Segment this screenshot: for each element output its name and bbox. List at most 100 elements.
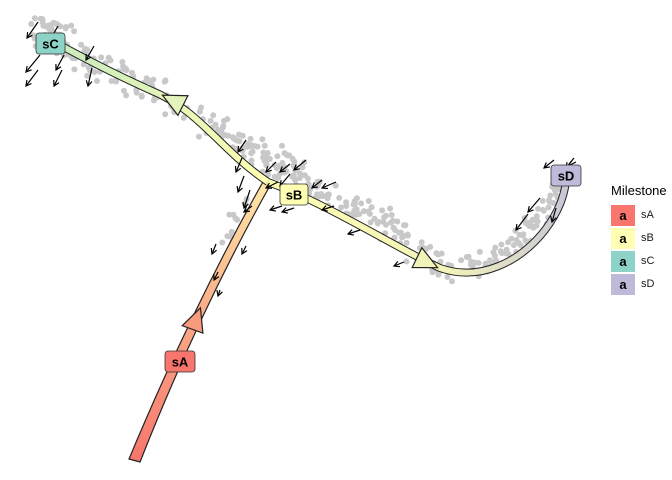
velocity-arrowhead	[242, 206, 251, 213]
cell-point	[389, 217, 396, 224]
cell-point	[526, 223, 533, 229]
cell-point	[338, 204, 345, 211]
cell-point	[265, 156, 272, 163]
cell-point	[498, 241, 505, 248]
milestone-sB: sB	[279, 183, 309, 206]
cell-point	[539, 197, 546, 204]
cell-point	[161, 78, 168, 85]
edge-arrow-sA-sB	[181, 306, 204, 335]
velocity-arrowhead	[320, 182, 329, 190]
cell-point	[71, 28, 78, 35]
velocity-arrowhead	[234, 165, 242, 174]
cell-point	[336, 194, 343, 201]
cell-point	[367, 219, 374, 226]
velocity-arrowhead	[280, 207, 289, 214]
cell-point	[402, 222, 409, 229]
cell-point	[435, 271, 442, 278]
cell-point	[28, 21, 35, 27]
velocity-arrow	[543, 159, 555, 169]
velocity-arrowhead	[241, 247, 248, 256]
cell-point	[275, 174, 282, 181]
velocity-arrow	[25, 54, 41, 73]
velocity-arrow	[265, 161, 277, 173]
cell-point	[247, 135, 254, 142]
legend-title: Milestone	[611, 183, 667, 198]
cell-point	[196, 108, 203, 115]
cell-point	[212, 121, 219, 128]
cell-point	[296, 170, 303, 177]
cell-point	[325, 191, 332, 198]
cell-point	[433, 250, 440, 257]
cell-point	[94, 78, 100, 84]
velocity-arrow	[25, 69, 39, 87]
cell-point	[236, 131, 243, 138]
legend-key: a	[611, 205, 635, 226]
velocity-arrowhead	[515, 223, 522, 232]
cell-point	[68, 22, 75, 29]
cell-point	[180, 114, 187, 121]
velocity-arrow	[279, 163, 291, 173]
cell-point	[232, 215, 239, 222]
velocity-arrowhead	[264, 182, 273, 189]
velocity-arrow	[87, 67, 93, 87]
cell-point	[107, 57, 114, 64]
cell-point	[471, 259, 478, 266]
milestone-label: sC	[42, 37, 59, 52]
velocity-arrows	[25, 21, 577, 298]
velocity-arrow	[26, 21, 39, 39]
velocity-arrow	[527, 197, 541, 213]
legend-label: sC	[641, 255, 655, 267]
cell-point	[394, 218, 401, 225]
cell-point	[351, 200, 358, 207]
cell-point	[108, 78, 115, 84]
cell-point	[244, 141, 251, 147]
cell-point	[546, 197, 552, 203]
velocity-arrowhead	[85, 80, 93, 88]
velocity-arrowhead	[527, 206, 534, 213]
edge-sB-sC	[56, 41, 270, 185]
velocity-arrow	[281, 207, 295, 213]
edge-arrow-sB-sD	[411, 246, 439, 269]
velocity-arrowhead	[311, 182, 319, 189]
cell-point	[390, 224, 397, 231]
cell-point	[487, 257, 493, 264]
cell-point	[91, 69, 98, 75]
cell-point	[274, 153, 281, 160]
legend-label: sD	[641, 278, 655, 290]
velocity-arrow	[269, 205, 283, 211]
cell-point	[119, 59, 126, 65]
velocity-arrowhead	[346, 229, 355, 236]
velocity-arrowhead	[392, 260, 401, 268]
cell-point	[78, 41, 85, 48]
cell-point	[39, 19, 46, 26]
cell-point	[265, 171, 272, 178]
velocity-arrowhead	[237, 145, 244, 154]
cell-point	[301, 159, 308, 166]
cell-point	[502, 250, 509, 257]
cell-point	[418, 239, 425, 246]
velocity-arrowhead	[55, 63, 62, 72]
velocity-arrow	[265, 181, 279, 189]
cell-point	[533, 213, 540, 220]
cell-point	[290, 172, 297, 179]
velocity-arrowhead	[53, 79, 60, 88]
cell-point	[387, 205, 394, 212]
cell-point	[248, 157, 255, 164]
legend-label: sA	[641, 209, 654, 221]
cell-point	[530, 217, 537, 223]
edge-direction-arrows	[161, 94, 439, 335]
cell-point	[314, 178, 321, 185]
cell-point	[353, 206, 360, 213]
velocity-arrow	[293, 159, 307, 171]
milestone-sC: sC	[35, 32, 66, 55]
velocity-arrow	[213, 271, 219, 281]
velocity-arrow	[243, 205, 253, 213]
velocity-arrowhead	[293, 164, 301, 171]
cell-point	[353, 195, 360, 202]
cell-point	[271, 162, 278, 168]
cell-point	[368, 204, 375, 211]
legend-key: a	[611, 228, 635, 249]
cell-point	[382, 212, 389, 219]
cell-point	[400, 233, 407, 240]
velocity-arrow	[237, 175, 245, 193]
